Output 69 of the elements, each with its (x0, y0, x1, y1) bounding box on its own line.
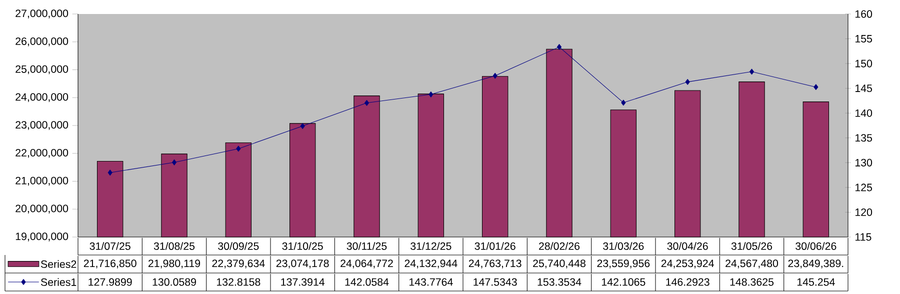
data-label: 132.8158 (216, 278, 260, 286)
y2-tick-label: 125 (855, 184, 872, 192)
data-label: 21,716,850 (84, 260, 136, 268)
y2-tick-label: 115 (855, 233, 872, 241)
x-tick-label: 31/01/26 (474, 242, 516, 250)
y2-tick-label: 145 (855, 84, 872, 92)
x-tick-label: 30/06/26 (796, 242, 836, 250)
data-label: 23,074,178 (276, 260, 329, 268)
y-tick-label: 26,000,000 (16, 37, 68, 46)
data-label: 24,064,772 (340, 260, 393, 268)
data-label: 24,567,480 (726, 260, 778, 268)
data-label: 22,379,634 (212, 260, 265, 268)
x-tick-label: 28/02/26 (539, 242, 580, 250)
point (749, 68, 754, 75)
point (300, 123, 305, 129)
data-label: 130.0589 (152, 278, 196, 286)
data-label: 24,132,944 (404, 260, 458, 268)
data-label: 25,740,448 (533, 260, 586, 268)
data-label: 21,980,119 (148, 260, 200, 268)
data-label: 146.2923 (666, 278, 710, 286)
point (492, 72, 498, 79)
x-tick-label: 30/11/25 (346, 242, 387, 250)
point (556, 44, 562, 50)
point (108, 170, 112, 176)
y-tick-label: 25,000,000 (16, 65, 68, 74)
y-tick-label: 19,000,000 (16, 232, 68, 242)
x-tick-label: 30/09/25 (218, 242, 259, 250)
data-label: 145.254 (797, 278, 835, 286)
data-label: 147.5343 (474, 278, 517, 286)
y2-tick-label: 150 (855, 60, 872, 68)
point (814, 84, 818, 90)
data-label: 23,849,389. (788, 260, 844, 268)
legend-label: Series2 (40, 260, 76, 268)
y2-tick-label: 140 (855, 109, 872, 117)
point (172, 159, 177, 166)
y2-tick-label: 135 (855, 134, 872, 142)
y-tick-label: 27,000,000 (16, 10, 68, 18)
x-tick-label: 31/12/25 (410, 242, 452, 250)
x-tick-label: 31/07/25 (90, 242, 130, 250)
point (428, 91, 434, 98)
x-tick-label: 31/05/26 (731, 242, 772, 250)
data-label: 142.1065 (602, 278, 646, 286)
point (236, 146, 241, 152)
data-label: 142.0584 (345, 278, 389, 286)
data-label: 153.3534 (538, 278, 582, 286)
y-tick-label: 23,000,000 (16, 121, 68, 130)
data-label: 148.3625 (730, 278, 774, 286)
x-tick-label: 30/04/26 (667, 242, 708, 250)
y-tick-label: 20,000,000 (16, 204, 68, 214)
point (685, 78, 690, 85)
x-tick-label: 31/08/25 (154, 242, 195, 250)
legend-label: Series1 (40, 278, 76, 286)
y2-tick-label: 155 (855, 35, 872, 42)
data-label: 24,763,713 (468, 260, 522, 268)
y-tick-label: 21,000,000 (16, 176, 68, 186)
y-tick-label: 22,000,000 (16, 148, 68, 158)
x-tick-label: 31/10/25 (282, 242, 323, 250)
data-label: 23,559,956 (597, 260, 650, 268)
y2-tick-label: 130 (855, 158, 872, 166)
data-label: 137.3914 (281, 278, 325, 286)
y-tick-label: 24,000,000 (16, 93, 68, 102)
y2-tick-label: 160 (855, 10, 872, 18)
point (364, 100, 370, 106)
point (621, 100, 626, 106)
data-label: 24,253,924 (661, 260, 714, 268)
data-label: 127.9899 (88, 278, 132, 286)
x-tick-label: 31/03/26 (603, 242, 644, 250)
data-label: 143.7764 (409, 278, 453, 286)
y2-tick-label: 120 (855, 208, 872, 216)
